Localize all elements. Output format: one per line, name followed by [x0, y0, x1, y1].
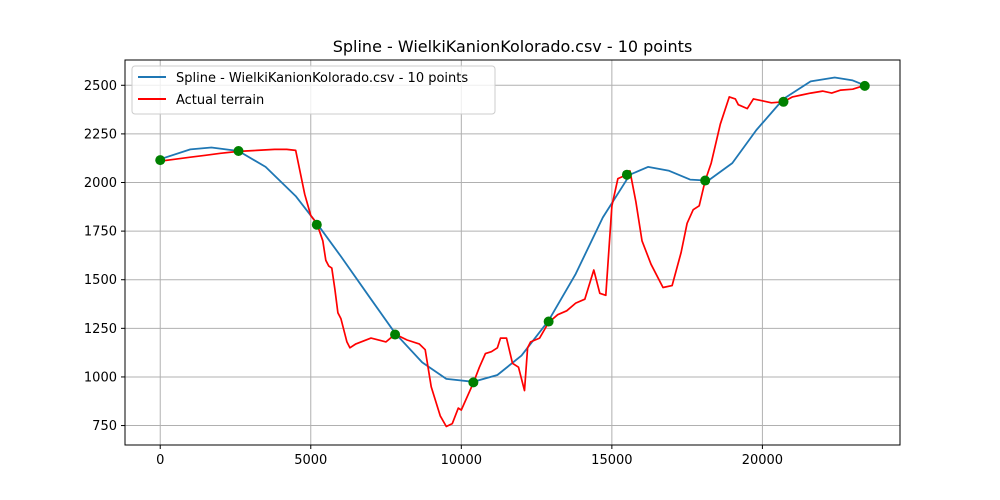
y-tick-label: 1750: [84, 225, 117, 240]
chart-title: Spline - WielkiKanionKolorado.csv - 10 p…: [333, 37, 693, 56]
y-tick-label: 2500: [84, 79, 117, 94]
x-tick-label: 0: [156, 453, 164, 468]
plot-frame: [124, 59, 901, 446]
legend-box: [131, 65, 496, 115]
y-tick-label: 2000: [84, 176, 117, 191]
x-ticks: 0 5000 10000 15000 20000: [156, 445, 783, 468]
sample-point: [390, 329, 401, 340]
sample-point: [778, 96, 789, 107]
series-layer: [159, 76, 866, 428]
sample-point: [233, 146, 244, 156]
legend-label-spline: Spline - WielkiKanionKolorado.csv - 10 p…: [176, 71, 468, 86]
sample-point: [155, 155, 166, 166]
y-tick-label: 1000: [84, 370, 117, 385]
series-line-terrain: [160, 84, 866, 428]
legend-label-terrain: Actual terrain: [176, 93, 264, 108]
sample-point: [859, 80, 870, 91]
grid: [125, 60, 900, 445]
sample-points: [155, 80, 870, 388]
x-tick-label: 10000: [441, 453, 482, 468]
y-tick-label: 750: [92, 419, 117, 434]
series-line-spline: [159, 76, 866, 383]
y-tick-label: 1500: [84, 273, 117, 288]
x-tick-label: 20000: [742, 453, 783, 468]
y-tick-label: 2250: [84, 127, 117, 142]
sample-point: [468, 377, 479, 388]
x-tick-label: 15000: [591, 453, 632, 468]
y-tick-label: 1250: [84, 322, 117, 337]
sample-point: [621, 169, 632, 180]
sample-point: [700, 175, 711, 186]
legend: Spline - WielkiKanionKolorado.csv - 10 p…: [131, 65, 496, 115]
y-ticks: 750 1000 1250 1500 1750 2000 2250 2500: [84, 79, 125, 434]
x-tick-label: 5000: [294, 453, 327, 468]
sample-point: [543, 316, 554, 327]
sample-point: [311, 219, 322, 230]
